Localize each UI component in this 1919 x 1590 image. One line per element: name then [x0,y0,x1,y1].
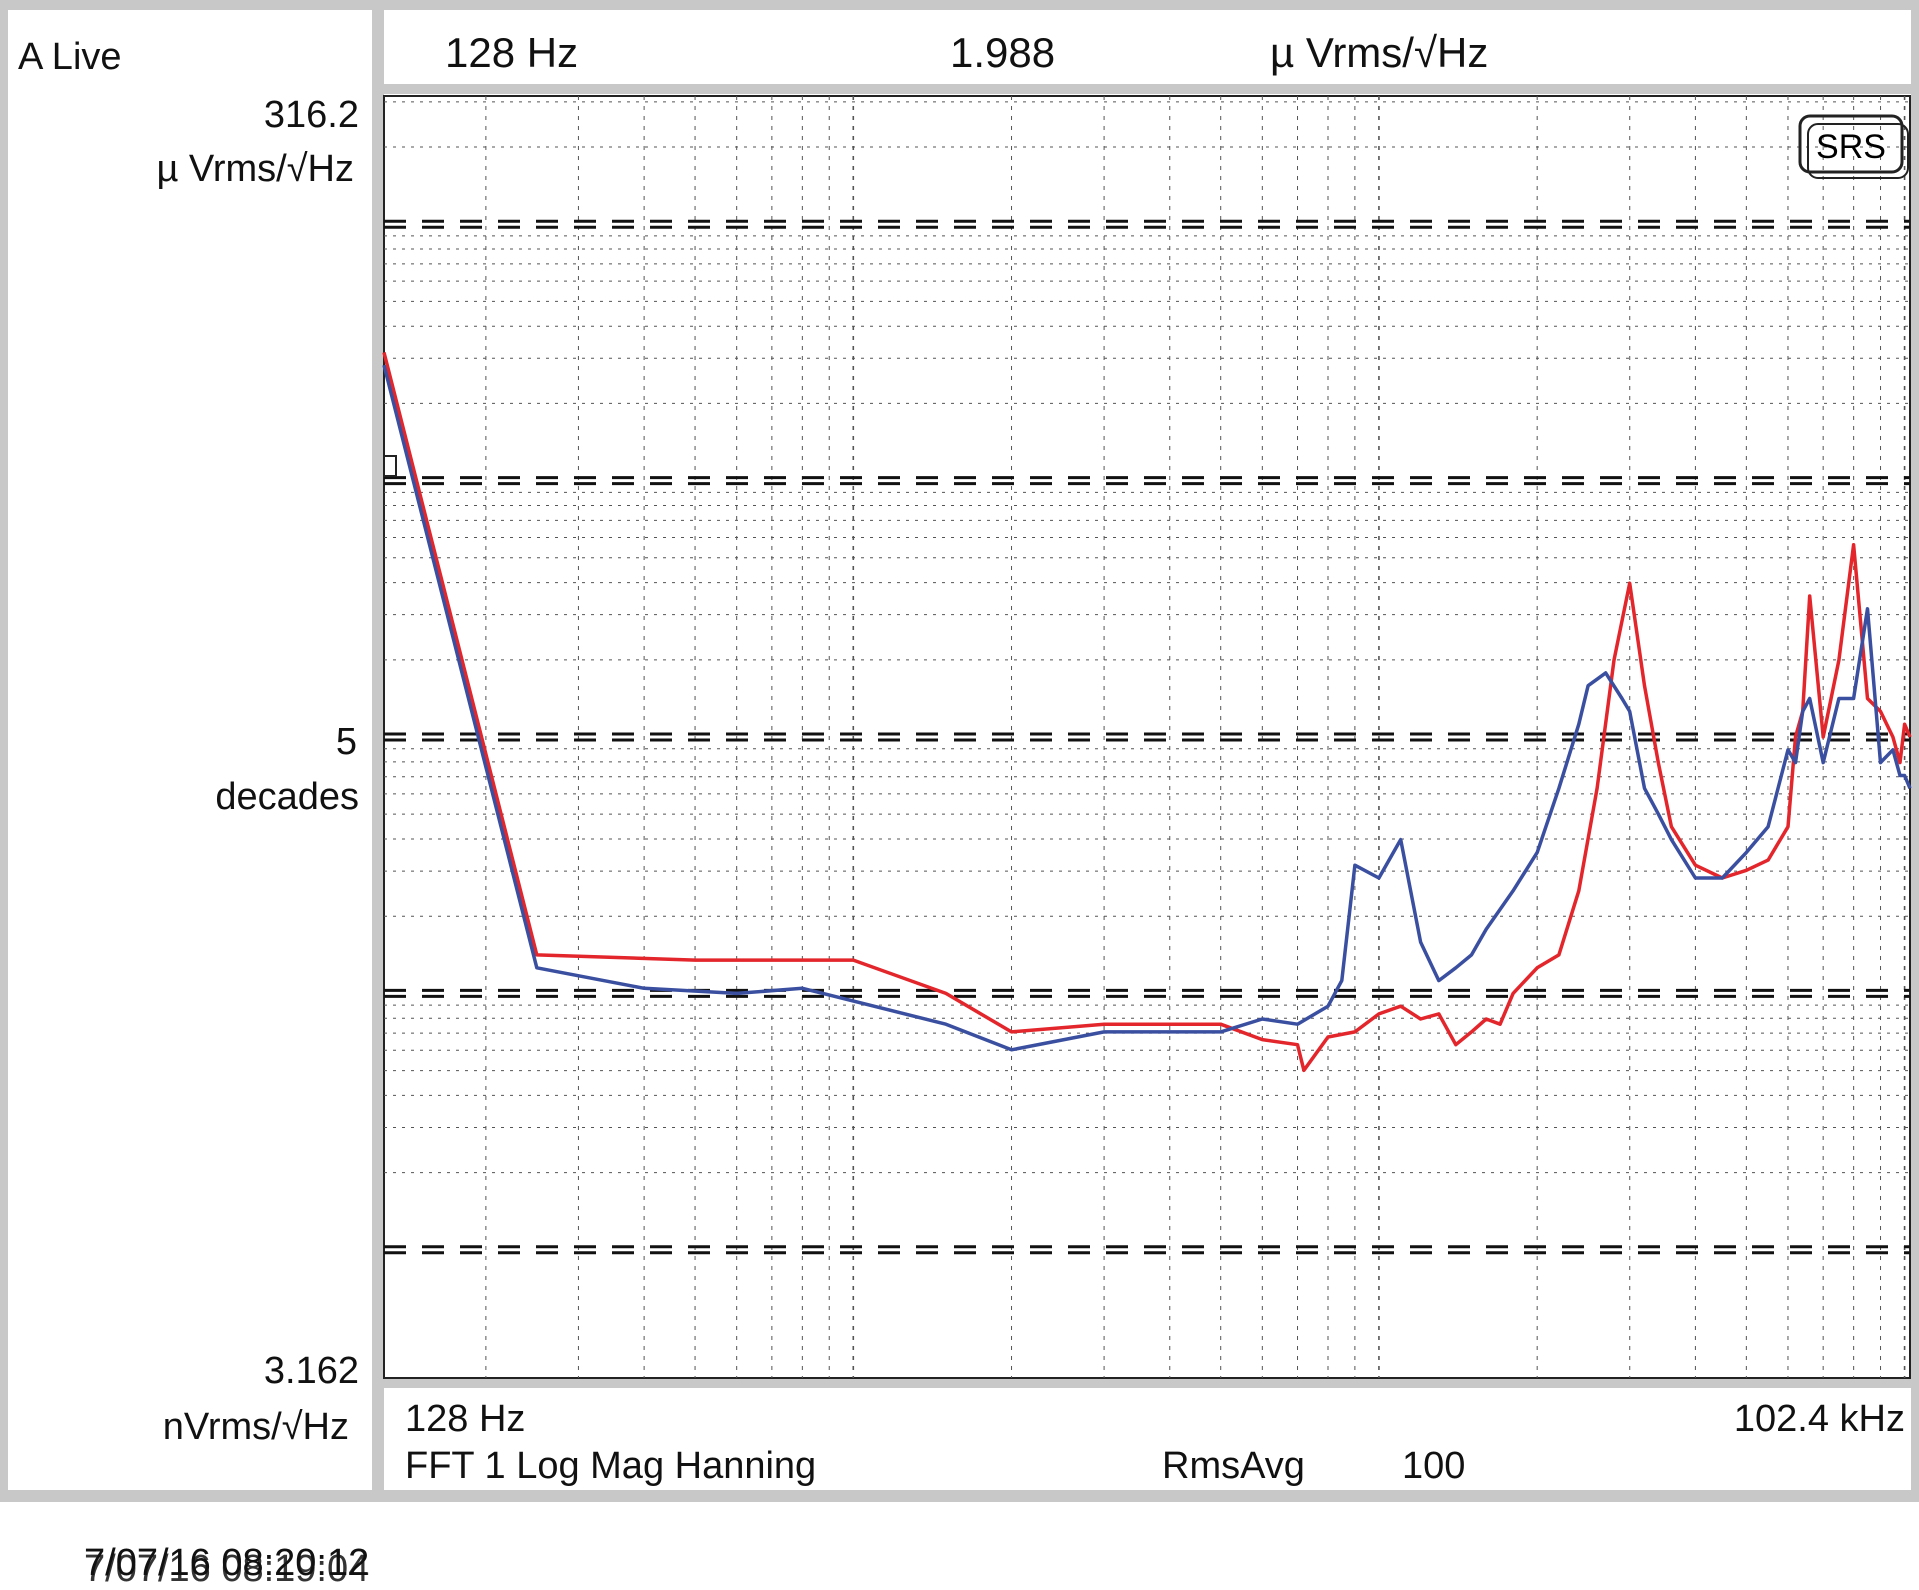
x-start-frequency: 128 Hz [405,1398,526,1440]
blue-trace-line [382,364,1912,1052]
marker-frequency: 128 Hz [445,29,579,76]
y-mid-unit: decades [215,776,359,818]
y-mid-value: 5 [335,721,357,763]
marker-value: 1.988 [950,29,1056,76]
y-top-unit: µ Vrms/√Hz [156,148,354,190]
marker-unit: µ Vrms/√Hz [1270,29,1489,76]
plot-border [383,95,1911,1379]
plot-grid [384,96,1910,1378]
frame-divider-bar [372,0,384,1500]
header-underline-bar [384,84,1911,94]
srs-logo-text: SRS [1816,128,1886,166]
marker-box [383,455,397,477]
y-bottom-unit: nVrms/√Hz [162,1406,349,1448]
measurement-type: FFT 1 Log Mag Hanning [405,1445,817,1487]
trace-label: A Live [18,36,122,78]
averaging-count: 100 [1402,1445,1466,1487]
timestamp-2: 7/07/16 08:19:04 [84,1548,370,1590]
frame-right-bar [1911,0,1919,1500]
y-top-value: 316.2 [263,94,359,136]
averaging-label: RmsAvg [1162,1445,1305,1487]
frame-top-bar [0,0,1919,10]
timestamp-1: 7/07/16 08:20:12 [84,1542,370,1584]
x-end-frequency: 102.4 kHz [1733,1398,1905,1440]
srs-logo: SRS [1798,114,1909,179]
frame-left-bar [0,0,8,1500]
footer-topline-bar [384,1378,1911,1388]
red-trace-line [382,351,1912,1073]
frame-bottom-bar [0,1490,1919,1502]
y-bottom-value: 3.162 [263,1350,359,1392]
plot-traces [382,351,1912,1073]
